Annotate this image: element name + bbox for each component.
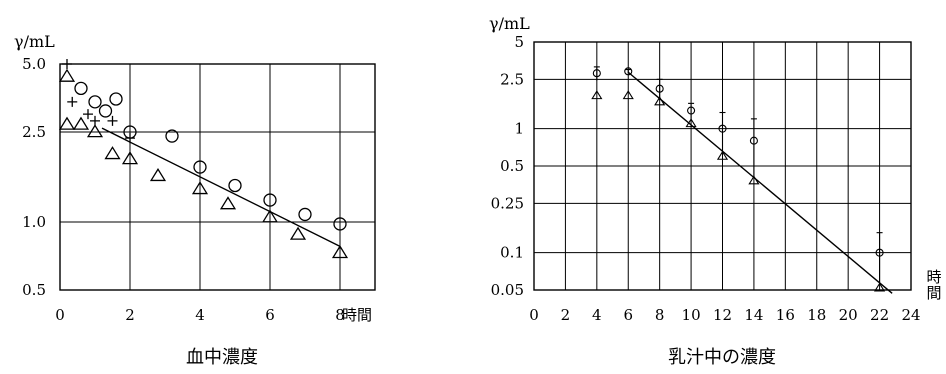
blood-x-tick-labels: 0 2 4 6 8 xyxy=(55,306,345,324)
blood-triangle-point xyxy=(191,181,209,195)
milk-x-tick-label: 14 xyxy=(744,306,763,324)
milk-chart-title: 乳汁中の濃度 xyxy=(668,347,776,368)
blood-circle-point xyxy=(263,193,277,207)
milk-x-tick-label: 18 xyxy=(807,306,826,324)
blood-plus-point xyxy=(67,96,78,107)
milk-x-axis-label-char: 間 xyxy=(926,284,941,302)
blood-y-tick-label: 1.0 xyxy=(22,213,46,231)
blood-plus-point xyxy=(125,133,135,144)
blood-circle-point xyxy=(193,160,207,174)
blood-circle-point xyxy=(298,207,312,222)
blood-triangle-point xyxy=(149,167,167,182)
milk-x-axis-label: 時間 xyxy=(926,268,941,302)
milk-x-tick-label: 2 xyxy=(561,306,571,324)
blood-triangle-point xyxy=(261,209,279,223)
blood-triangle-point xyxy=(86,124,104,138)
blood-triangle-point xyxy=(289,226,307,240)
blood-x-tick-label: 2 xyxy=(125,306,135,324)
milk-x-tick-label: 0 xyxy=(529,306,539,324)
blood-triangle-point xyxy=(58,116,76,130)
blood-x-tick-label: 8 xyxy=(335,306,345,324)
blood-triangle-point xyxy=(72,116,90,130)
blood-triangle-point xyxy=(121,151,139,165)
blood-y-axis-label: γ/mL xyxy=(14,32,55,51)
blood-x-tick-label: 6 xyxy=(265,306,275,324)
milk-circle-point xyxy=(687,106,696,115)
milk-y-tick-label: 0.05 xyxy=(491,281,524,299)
milk-circle-point xyxy=(875,248,884,257)
milk-triangle-point xyxy=(654,96,666,106)
milk-y-tick-labels: 5 2.5 1 0.5 0.25 0.1 0.05 xyxy=(491,33,524,299)
milk-x-tick-label: 12 xyxy=(713,306,732,324)
blood-x-axis-label: 時間 xyxy=(342,306,372,324)
blood-circle-point xyxy=(88,95,102,109)
blood-circle-point xyxy=(109,92,123,106)
blood-circle-point xyxy=(333,217,347,231)
milk-x-tick-label: 10 xyxy=(682,306,701,324)
blood-circle-point xyxy=(165,129,179,143)
blood-plus-point xyxy=(90,115,100,126)
milk-y-tick-label: 0.5 xyxy=(500,157,524,175)
milk-chart-grid xyxy=(534,42,911,290)
milk-concentration-chart: 52.510.50.250.10.05 0 2 4 6 8 10 12 14 16 18 20 22 2… xyxy=(489,14,942,368)
blood-triangle-point xyxy=(58,68,76,82)
blood-plus-point xyxy=(62,59,72,69)
blood-chart-grid xyxy=(60,64,375,290)
blood-y-tick-label: 2.5 xyxy=(22,123,46,141)
milk-y-tick-label: 5 xyxy=(514,33,524,51)
milk-triangle-point xyxy=(716,150,729,160)
milk-y-tick-label: 0.25 xyxy=(491,194,524,212)
milk-x-tick-label: 20 xyxy=(839,306,858,324)
milk-triangle-point xyxy=(622,90,634,100)
blood-y-tick-label: 5.0 xyxy=(22,55,46,73)
blood-triangle-point xyxy=(219,196,237,210)
blood-chart-title: 血中濃度 xyxy=(186,347,258,368)
milk-regression-line xyxy=(627,71,893,294)
milk-x-axis-label-char: 時 xyxy=(926,268,941,286)
blood-x-tick-label: 0 xyxy=(55,306,65,324)
milk-triangle-point xyxy=(748,175,760,185)
milk-triangle-point xyxy=(685,118,697,128)
blood-y-tick-labels: 5.0 2.5 1.0 0.5 xyxy=(22,55,46,299)
blood-circle-point xyxy=(98,104,113,118)
blood-regression-line xyxy=(101,127,341,247)
milk-data-points xyxy=(591,66,886,292)
milk-circle-point xyxy=(655,84,664,93)
milk-x-tick-labels: 0 2 4 6 8 10 12 14 16 18 20 22 24 xyxy=(529,306,920,324)
blood-triangle-point xyxy=(104,146,121,160)
milk-triangle-point xyxy=(873,282,886,292)
milk-y-tick-label: 0.1 xyxy=(500,244,524,262)
milk-x-tick-label: 16 xyxy=(776,306,795,324)
blood-y-tick-label: 0.5 xyxy=(22,281,46,299)
milk-circle-point xyxy=(592,69,601,78)
blood-chart-frame xyxy=(59,63,376,291)
blood-plus-point xyxy=(83,109,93,120)
blood-circle-point xyxy=(74,81,88,96)
milk-circle-point xyxy=(624,67,633,76)
milk-x-tick-label: 22 xyxy=(870,306,889,324)
milk-x-tick-label: 6 xyxy=(623,306,633,324)
blood-triangle-point xyxy=(331,245,349,259)
blood-data-points xyxy=(58,59,349,259)
milk-x-tick-label: 8 xyxy=(655,306,665,324)
milk-y-tick-label: 2.5 xyxy=(500,70,524,88)
blood-circle-point xyxy=(228,178,242,193)
milk-x-tick-label: 24 xyxy=(901,306,920,324)
milk-y-tick-label: 1 xyxy=(514,120,524,138)
milk-y-axis-label: γ/mL xyxy=(489,14,530,33)
milk-circle-point xyxy=(749,136,758,145)
blood-plus-point xyxy=(107,115,118,126)
milk-x-tick-label: 4 xyxy=(592,306,602,324)
blood-x-tick-label: 4 xyxy=(195,306,205,324)
blood-concentration-chart: 5.0 2.5 1.0 0.5 0 2 4 6 8 γ/mL 時間 血中濃度 xyxy=(14,32,376,368)
milk-triangle-point xyxy=(591,90,603,100)
milk-circle-point xyxy=(718,124,727,133)
